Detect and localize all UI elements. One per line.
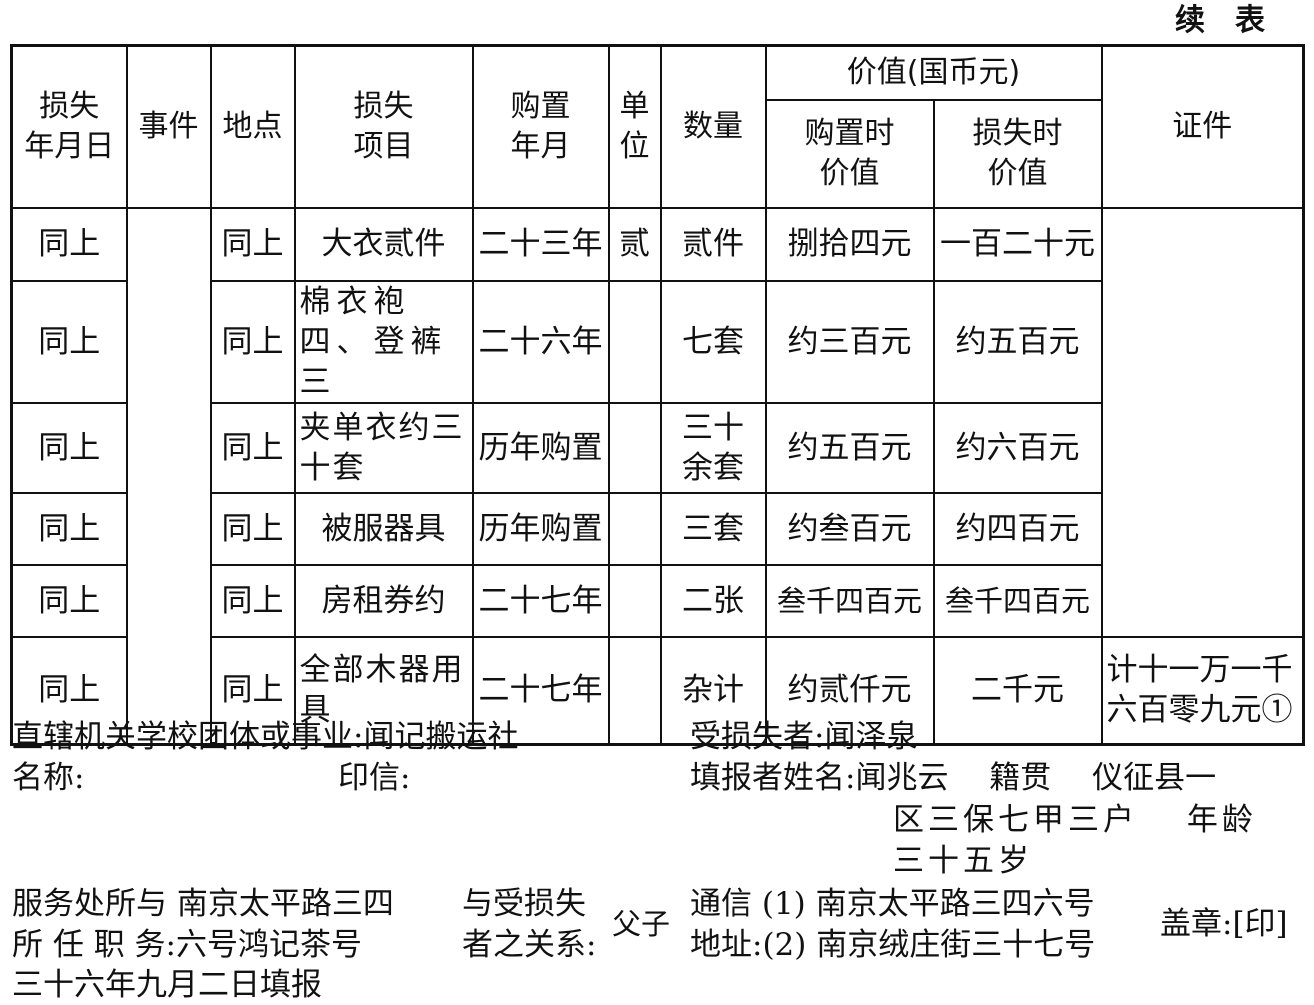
date-cell: 同上 — [10, 206, 128, 282]
value-loss-cell: 一百二十元 — [932, 206, 1103, 282]
table-row: 同上 同上 大衣贰件 二十三年 贰 贰件 捌拾四元 一百二十元 — [10, 206, 1305, 746]
header-quantity: 数量 — [659, 44, 767, 209]
unit-cell — [607, 563, 662, 638]
relation-line-2: 者之关系: — [462, 927, 597, 963]
value-purchase-cell: 约五百元 — [764, 401, 935, 494]
date-cell: 同上 — [10, 279, 128, 404]
value-purchase-cell: 叁千四百元 — [764, 563, 935, 638]
item-cell: 全部木器用具 — [293, 635, 474, 746]
event-cell — [125, 206, 212, 746]
purchase-date-cell: 历年购置 — [471, 401, 610, 494]
address-line-2: 地址:(2) 南京绒庄街三十七号 — [690, 927, 1096, 963]
address-line-1: 通信 (1) 南京太平路三四六号 — [690, 886, 1095, 922]
place-cell: 同上 — [209, 206, 296, 282]
header-unit: 单 位 — [607, 44, 662, 209]
value-loss-cell: 二千元 — [932, 635, 1103, 746]
date-cell: 同上 — [10, 491, 128, 566]
reporter-line-3: 三十五岁 — [893, 843, 1033, 879]
item-cell: 房租券约 — [293, 563, 474, 638]
item-cell: 夹单衣约三十套 — [293, 401, 474, 494]
value-loss-cell: 约六百元 — [932, 401, 1103, 494]
office-line-1: 服务处所与 南京太平路三四 — [12, 886, 394, 922]
purchase-date-cell: 二十六年 — [471, 279, 610, 404]
quantity-cell: 贰件 — [659, 206, 767, 282]
value-loss-cell: 约四百元 — [932, 491, 1103, 566]
quantity-cell: 七套 — [659, 279, 767, 404]
table-row: 同上 同上 全部木器用具 二十七年 杂计 约贰仟元 二千元 计十一万一千六百零九… — [10, 635, 1305, 746]
item-cell: 棉衣袍四、登裤三 — [293, 279, 474, 404]
quantity-cell: 二张 — [659, 563, 767, 638]
header-date: 损失 年月日 — [10, 44, 128, 209]
reporter-line-1: 填报者姓名:闻兆云 籍贯 仪征县一 — [690, 760, 1217, 796]
org-label: 直辖机关学校团体或事业:闻记搬运社 — [12, 719, 519, 755]
table-row: 同上 同上 被服器具 历年购置 三套 约叁百元 约四百元 — [10, 491, 1304, 566]
continued-label: 续 表 — [1175, 3, 1265, 38]
stamp: 盖章:[印] — [1160, 906, 1288, 942]
certificate-cell — [1100, 206, 1305, 638]
value-purchase-cell: 捌拾四元 — [764, 206, 935, 282]
purchase-date-cell: 二十七年 — [471, 635, 610, 746]
place-cell: 同上 — [209, 279, 296, 404]
quantity-cell: 杂计 — [659, 635, 767, 746]
header-event: 事件 — [125, 44, 212, 209]
header-purchase-date: 购置 年月 — [471, 44, 610, 209]
relation-line-1: 与受损失 — [462, 886, 586, 922]
reporter-line-2: 区三保七甲三户 年龄 — [893, 802, 1257, 838]
loss-table: 损失 年月日 事件 地点 损失 项目 购置 年月 单 位 数量 价值(国币元) … — [10, 44, 1306, 746]
date-cell: 同上 — [10, 563, 128, 638]
date-cell: 同上 — [10, 401, 128, 494]
victim: 受损失者:闻泽泉 — [690, 719, 918, 755]
unit-cell — [607, 401, 662, 494]
value-loss-cell: 约五百元 — [932, 279, 1103, 404]
place-cell: 同上 — [209, 491, 296, 566]
header-value-loss: 损失时 价值 — [932, 98, 1103, 209]
unit-cell — [607, 491, 662, 566]
table-row: 同上 同上 夹单衣约三十套 历年购置 三十 余套 约五百元 约六百元 — [10, 401, 1304, 494]
value-purchase-cell: 约三百元 — [764, 279, 935, 404]
purchase-date-cell: 二十七年 — [471, 563, 610, 638]
header-value-purchase: 购置时 价值 — [764, 98, 935, 209]
seal-label: 印信: — [338, 760, 411, 796]
unit-cell — [607, 279, 662, 404]
certificate-total-cell: 计十一万一千六百零九元① — [1100, 635, 1305, 746]
table-row: 同上 同上 棉衣袍四、登裤三 二十六年 七套 约三百元 约五百元 — [10, 279, 1304, 404]
date-cell: 同上 — [10, 635, 128, 746]
office-line-2: 所 任 职 务:六号鸿记茶号 — [12, 927, 363, 963]
name-label: 名称: — [12, 760, 85, 796]
value-purchase-cell: 约叁百元 — [764, 491, 935, 566]
header-place: 地点 — [209, 44, 296, 209]
table-row: 同上 同上 房租券约 二十七年 二张 叁千四百元 叁千四百元 — [10, 563, 1304, 638]
place-cell: 同上 — [209, 563, 296, 638]
header-certificate: 证件 — [1100, 44, 1305, 209]
place-cell: 同上 — [209, 401, 296, 494]
quantity-cell: 三套 — [659, 491, 767, 566]
purchase-date-cell: 二十三年 — [471, 206, 610, 282]
purchase-date-cell: 历年购置 — [471, 491, 610, 566]
unit-cell — [607, 635, 662, 746]
value-loss-cell: 叁千四百元 — [932, 563, 1103, 638]
header-value-group: 价值(国币元) — [764, 44, 1103, 101]
relation-value: 父子 — [612, 907, 671, 941]
header-item: 损失 项目 — [293, 44, 474, 209]
place-cell: 同上 — [209, 635, 296, 746]
item-cell: 大衣贰件 — [293, 206, 474, 282]
unit-cell: 贰 — [607, 206, 662, 282]
fill-date: 三十六年九月二日填报 — [12, 967, 322, 1003]
item-cell: 被服器具 — [293, 491, 474, 566]
quantity-cell: 三十 余套 — [659, 401, 767, 494]
value-purchase-cell: 约贰仟元 — [764, 635, 935, 746]
